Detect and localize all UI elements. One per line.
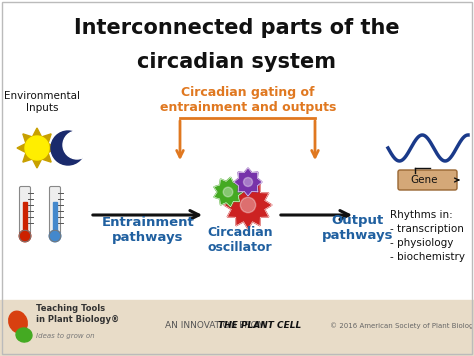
Circle shape (51, 131, 85, 165)
Circle shape (19, 230, 31, 242)
Text: Output
pathways: Output pathways (322, 214, 394, 242)
Bar (23, 202, 27, 231)
Text: Circadian gating of
entrainment and outputs: Circadian gating of entrainment and outp… (160, 86, 336, 114)
Text: Ideas to grow on: Ideas to grow on (36, 333, 95, 339)
Text: circadian system: circadian system (137, 52, 337, 72)
Polygon shape (224, 181, 272, 229)
FancyBboxPatch shape (49, 187, 61, 235)
FancyBboxPatch shape (19, 187, 30, 235)
Ellipse shape (9, 311, 27, 333)
Polygon shape (234, 168, 262, 196)
Text: Circadian
oscillator: Circadian oscillator (207, 226, 273, 254)
Text: Rhythms in:
- transcription
- physiology
- biochemistry: Rhythms in: - transcription - physiology… (390, 210, 465, 262)
Circle shape (244, 178, 253, 187)
Text: Entrainment
pathways: Entrainment pathways (101, 216, 194, 244)
Circle shape (25, 136, 49, 160)
Bar (0, 300, 474, 356)
Text: Interconnected parts of the: Interconnected parts of the (74, 18, 400, 38)
Circle shape (223, 187, 233, 197)
Polygon shape (17, 128, 57, 168)
Ellipse shape (16, 328, 32, 342)
Polygon shape (214, 177, 243, 207)
Text: THE PLANT CELL: THE PLANT CELL (218, 321, 301, 330)
Bar (53, 202, 57, 231)
Circle shape (63, 131, 91, 159)
Text: Gene: Gene (410, 175, 438, 185)
FancyBboxPatch shape (398, 170, 457, 190)
Text: AN INNOVATION FROM: AN INNOVATION FROM (165, 321, 268, 330)
Text: Teaching Tools
in Plant Biology®: Teaching Tools in Plant Biology® (36, 304, 119, 324)
Text: Environmental
Inputs: Environmental Inputs (4, 91, 80, 113)
Circle shape (240, 197, 255, 213)
Circle shape (49, 230, 61, 242)
Text: © 2016 American Society of Plant Biologists: © 2016 American Society of Plant Biologi… (330, 323, 474, 329)
